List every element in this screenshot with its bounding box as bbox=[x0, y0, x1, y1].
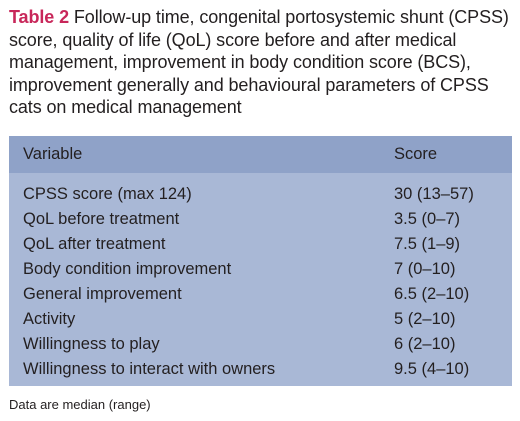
row-score: 30 (13–57) bbox=[394, 185, 474, 203]
table-row: CPSS score (max 124) 30 (13–57) bbox=[9, 183, 512, 208]
table-caption: Table 2 Follow-up time, congenital porto… bbox=[9, 6, 514, 119]
table-row: QoL after treatment 7.5 (1–9) bbox=[9, 233, 512, 258]
row-variable: General improvement bbox=[23, 285, 182, 303]
row-score: 7 (0–10) bbox=[394, 260, 456, 278]
row-score: 6 (2–10) bbox=[394, 335, 456, 353]
table-row: Activity 5 (2–10) bbox=[9, 308, 512, 333]
row-score: 5 (2–10) bbox=[394, 310, 456, 328]
row-variable: Activity bbox=[23, 310, 76, 328]
table-row: General improvement 6.5 (2–10) bbox=[9, 283, 512, 308]
table-row: QoL before treatment 3.5 (0–7) bbox=[9, 208, 512, 233]
row-score: 6.5 (2–10) bbox=[394, 285, 470, 303]
row-variable: Willingness to interact with owners bbox=[23, 360, 276, 378]
row-variable: QoL after treatment bbox=[23, 235, 166, 253]
table-row: Willingness to interact with owners 9.5 … bbox=[9, 358, 512, 383]
row-variable: Body condition improvement bbox=[23, 260, 232, 278]
row-score: 3.5 (0–7) bbox=[394, 210, 461, 228]
row-variable: QoL before treatment bbox=[23, 210, 180, 228]
row-variable: Willingness to play bbox=[23, 335, 160, 353]
row-score: 7.5 (1–9) bbox=[394, 235, 461, 253]
table-row: Body condition improvement 7 (0–10) bbox=[9, 258, 512, 283]
table-footnote: Data are median (range) bbox=[9, 397, 151, 412]
data-table: Variable Score CPSS score (max 124) 30 (… bbox=[9, 136, 512, 386]
table-label: Table 2 bbox=[9, 7, 69, 27]
header-score: Score bbox=[394, 145, 438, 163]
header-variable: Variable bbox=[23, 145, 83, 163]
row-variable: CPSS score (max 124) bbox=[23, 185, 192, 203]
table-row: Willingness to play 6 (2–10) bbox=[9, 333, 512, 358]
table-header-row: Variable Score bbox=[9, 136, 512, 173]
row-score: 9.5 (4–10) bbox=[394, 360, 470, 378]
caption-text: Follow-up time, congenital portosystemic… bbox=[9, 7, 509, 117]
